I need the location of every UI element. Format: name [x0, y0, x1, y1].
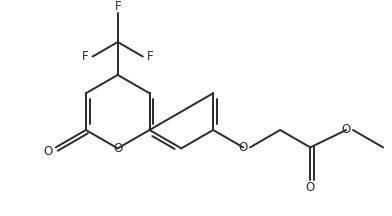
Text: O: O	[341, 124, 351, 137]
Text: F: F	[114, 0, 121, 13]
Text: O: O	[113, 142, 122, 155]
Text: O: O	[44, 145, 53, 158]
Text: O: O	[306, 181, 315, 194]
Text: F: F	[147, 50, 154, 63]
Text: F: F	[82, 50, 88, 63]
Text: O: O	[239, 141, 248, 154]
